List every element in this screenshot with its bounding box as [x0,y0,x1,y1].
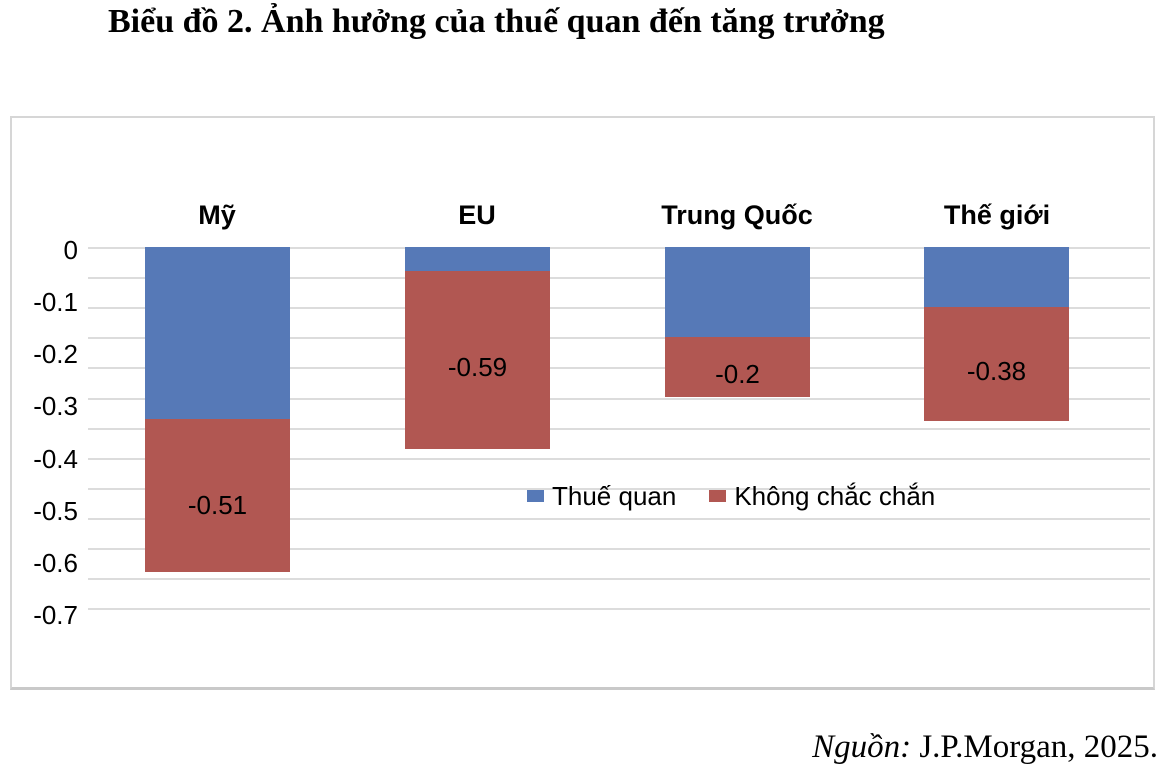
gridline [88,277,1150,280]
bar-group [665,247,810,398]
y-tick-label: 0 [63,235,78,265]
y-tick-label: -0.7 [33,600,78,630]
bar-segment-tariff [665,247,810,338]
gridline [88,367,1150,370]
y-tick-label: -0.3 [33,391,78,422]
gridline [88,337,1150,340]
category-label-trung-quoc: Trung Quốc [661,200,813,230]
bar-segment-tariff [924,247,1069,308]
gridline [88,307,1150,310]
gridline [88,548,1150,550]
gridline [88,427,1150,430]
legend-swatch [709,490,727,502]
legend-item-uncertainty: Không chắc chắn [709,481,935,512]
data-label: -0.59 [447,352,508,382]
bar-group [145,247,290,572]
gridline [88,608,1150,611]
y-tick-label: -0.2 [33,339,78,370]
category-label-my: Mỹ [198,200,236,230]
bar-segment-tariff [145,247,290,419]
bar-segment-uncertainty [405,271,550,449]
y-tick-label: -0.5 [33,495,78,526]
data-label: -0.2 [715,359,760,389]
gridline [88,397,1150,400]
category-label-eu: EU [458,200,496,230]
gridline [88,578,1150,581]
gridline [88,457,1150,460]
legend-item-tariff: Thuế quan [527,481,676,512]
bar-segment-uncertainty [665,337,810,398]
bar-segment-uncertainty [145,418,290,572]
legend-label-tariff: Thuế quan [552,480,677,511]
source-note: Nguồn: J.P.Morgan, 2025. [812,729,1158,766]
bar-group [405,247,550,449]
bar-segment-uncertainty [924,307,1069,422]
gridline [88,247,1150,249]
y-tick-label: -0.1 [33,287,78,318]
data-label: -0.51 [187,490,248,520]
chart-title: Biểu đồ 2. Ảnh hưởng của thuế quan đến t… [108,3,885,40]
gridline [88,517,1150,520]
legend-label-uncertainty: Không chắc chắn [734,480,936,511]
legend: Thuế quan Không chắc chắn [527,481,935,511]
bar-group [924,247,1069,422]
category-label-the-gioi: Thế giới [943,200,1051,230]
bar-segment-tariff [405,247,550,272]
gridline [88,487,1150,490]
y-tick-label: -0.4 [33,443,78,474]
legend-swatch [527,490,544,502]
y-tick-label: -0.6 [33,547,78,578]
data-label: -0.38 [966,356,1027,386]
source-prefix: Nguồn: [812,729,912,765]
source-text: J.P.Morgan, 2025. [911,729,1158,765]
